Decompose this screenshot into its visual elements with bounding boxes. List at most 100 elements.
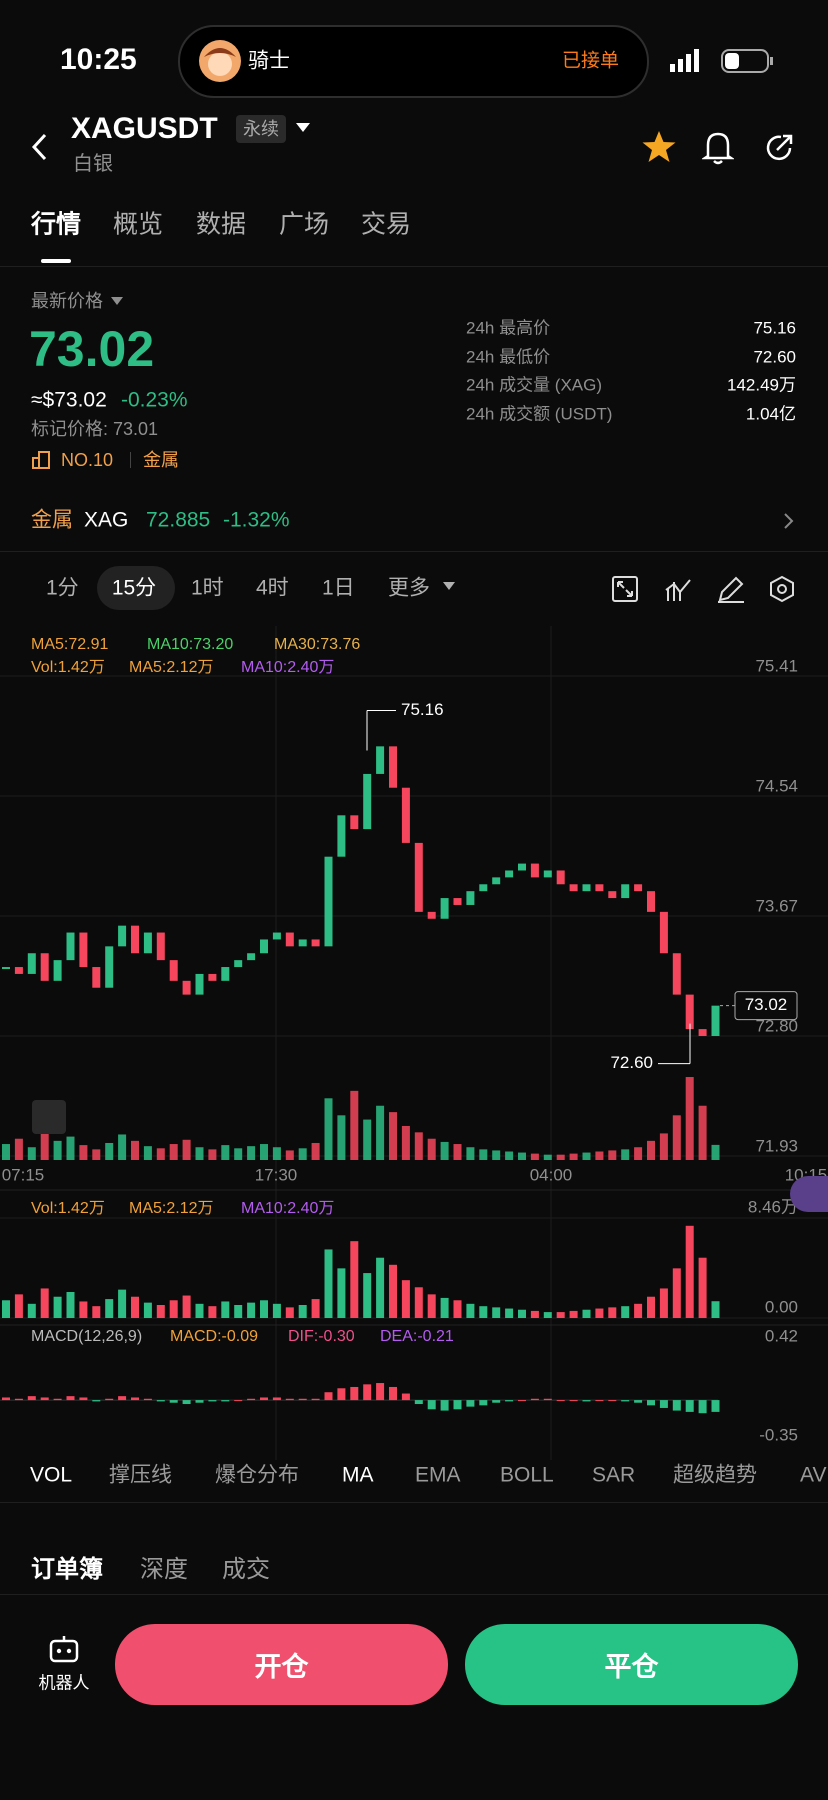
tab[interactable]: 交易 [361, 210, 412, 239]
candle [608, 891, 617, 899]
volume-overlay-bar [466, 1147, 475, 1160]
island-status: 已接单 [562, 50, 620, 72]
macd-bar [685, 1400, 694, 1412]
close-button[interactable]: 平仓 [465, 1624, 798, 1705]
related-arrow[interactable] [783, 512, 795, 530]
interval[interactable]: 4时 [256, 576, 289, 600]
symbol-subtitle: 白银 [73, 153, 113, 175]
macd-bar [530, 1398, 539, 1401]
volume-overlay-bar [376, 1105, 385, 1160]
stat-label: 24h 最高价 [466, 318, 551, 338]
price-dropdown[interactable] [111, 297, 123, 306]
macd-bar [466, 1400, 475, 1407]
volume-bar [247, 1302, 256, 1318]
volume-bar [685, 1225, 694, 1318]
interval-selected-bg [97, 566, 175, 610]
candle [647, 891, 655, 912]
macd-bar [2, 1397, 10, 1401]
share-button[interactable] [763, 132, 795, 164]
volume-overlay-bar [621, 1149, 630, 1160]
candle [634, 884, 643, 892]
book-tab[interactable]: 深度 [140, 1556, 188, 1583]
macd-bar [363, 1384, 372, 1401]
tab[interactable]: 数据 [196, 210, 247, 239]
macd-bar [401, 1393, 410, 1401]
x-tick-label: 07:15 [2, 1165, 45, 1184]
macd-bar [479, 1400, 488, 1406]
tab[interactable]: 行情 [31, 210, 82, 239]
macd-bar [208, 1400, 217, 1402]
macd-bar [14, 1398, 23, 1401]
macd-bar [92, 1400, 101, 1402]
island-name: 骑士 [248, 49, 290, 73]
indicator-tab[interactable]: AV [800, 1463, 827, 1487]
indicator-tab[interactable]: SAR [592, 1463, 636, 1487]
interval[interactable]: 1日 [322, 576, 355, 600]
symbol-dropdown[interactable] [295, 122, 311, 134]
macd-bar [711, 1400, 720, 1412]
indicator-tab[interactable]: VOL [30, 1463, 73, 1487]
interval[interactable]: 更多 [388, 576, 430, 600]
interval[interactable]: 1分 [46, 576, 79, 600]
volume-bar [221, 1301, 230, 1318]
indicator-tab[interactable]: BOLL [500, 1463, 554, 1487]
macd-bar [440, 1400, 449, 1411]
alert-bell[interactable] [702, 130, 734, 166]
more-dropdown[interactable] [443, 582, 455, 591]
macd-bar [311, 1398, 320, 1401]
indicator-tab[interactable]: EMA [415, 1463, 461, 1487]
sector[interactable]: 金属 [143, 450, 179, 470]
book-tab[interactable]: 订单簿 [31, 1556, 103, 1583]
tab[interactable]: 广场 [279, 210, 330, 239]
indicator-tab[interactable]: MA [342, 1463, 374, 1487]
volume-overlay-bar [530, 1153, 539, 1160]
stat-label: 24h 成交量 (XAG) [466, 375, 603, 395]
macd-bar [169, 1400, 178, 1403]
x-tick-label: 17:30 [255, 1165, 298, 1184]
macd-bar [569, 1400, 578, 1402]
candle [311, 939, 320, 947]
interval[interactable]: 1时 [191, 576, 224, 600]
ma5-legend: MA5:72.91 [31, 636, 109, 653]
macd-bar [118, 1396, 127, 1401]
back-button[interactable] [30, 132, 50, 162]
candle [285, 932, 294, 947]
indicator-tab[interactable]: 爆仓分布 [215, 1463, 299, 1487]
open-button[interactable]: 开仓 [115, 1624, 448, 1705]
candle [582, 884, 591, 892]
volume-overlay-bar [492, 1150, 501, 1160]
volume-overlay-bar [672, 1115, 681, 1160]
stat-label: 24h 成交额 (USDT) [466, 404, 613, 423]
candle [131, 925, 139, 954]
macd-bar [221, 1400, 230, 1402]
chart-tools[interactable] [610, 574, 800, 604]
volume-bar [453, 1300, 462, 1318]
related-sector: 金属 [31, 508, 73, 532]
dynamic-island[interactable] [178, 25, 649, 98]
last-price-label: 73.02 [745, 995, 788, 1014]
book-tab[interactable]: 成交 [222, 1556, 270, 1583]
volume-overlay-bar [582, 1152, 591, 1160]
volume-bar [479, 1306, 488, 1318]
floating-bubble[interactable] [790, 1176, 828, 1212]
robot-icon[interactable] [48, 1634, 80, 1664]
price-label: 最新价格 [31, 291, 103, 311]
macd-bar [634, 1400, 643, 1403]
volume-bar [376, 1257, 385, 1318]
volume-bar [698, 1257, 707, 1318]
volume-bar [543, 1312, 552, 1318]
favorite-star[interactable] [641, 130, 677, 164]
divider [0, 1502, 828, 1503]
volume-overlay-bar [698, 1105, 707, 1160]
volume-bar [66, 1291, 75, 1318]
rank-icon [32, 451, 50, 469]
volume-bar [182, 1295, 191, 1318]
volume-bar [659, 1288, 668, 1318]
indicator-tab[interactable]: 超级趋势 [673, 1463, 757, 1487]
indicator-tab[interactable]: 撑压线 [109, 1463, 172, 1487]
macd-bar [195, 1400, 204, 1403]
volume-overlay-bar [285, 1150, 294, 1160]
volume-bar [440, 1297, 449, 1318]
tab[interactable]: 概览 [113, 210, 164, 239]
interval[interactable]: 15分 [111, 576, 157, 600]
